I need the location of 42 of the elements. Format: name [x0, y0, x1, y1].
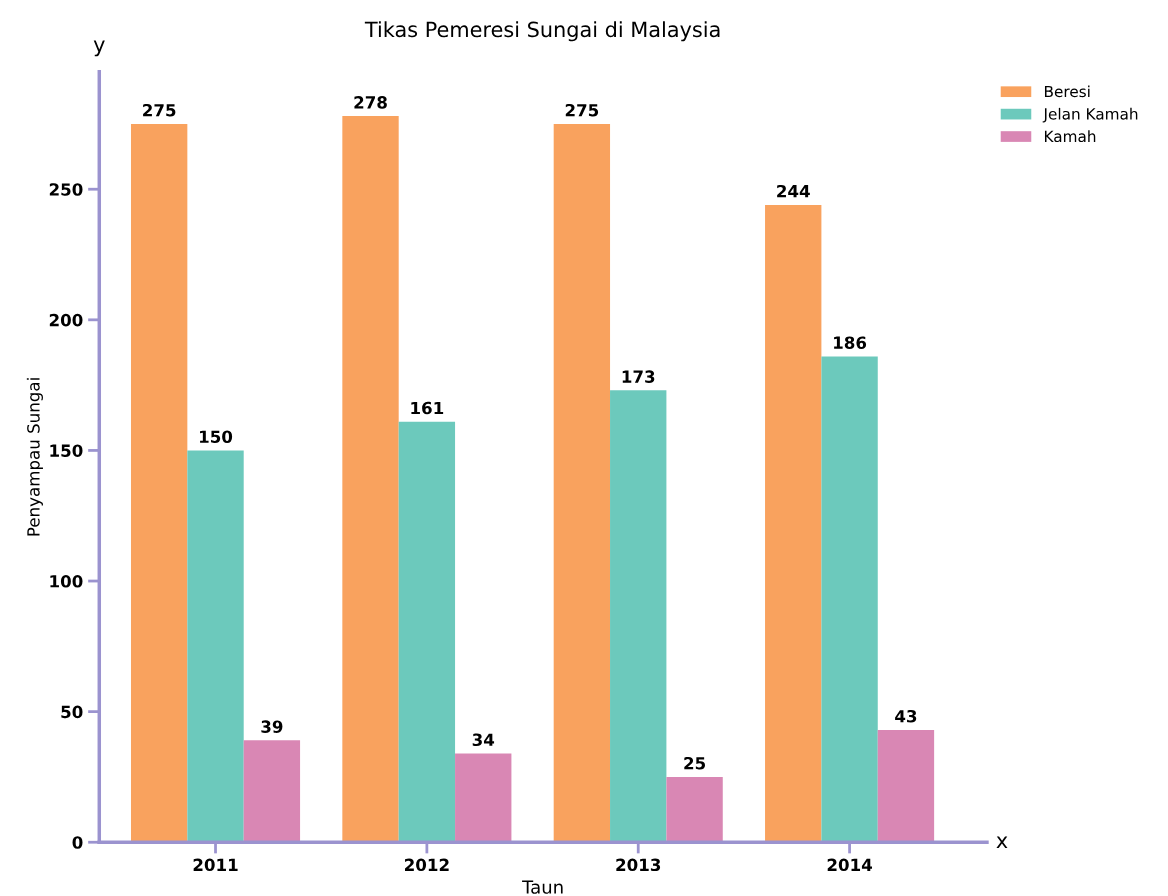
data-label: 161: [411, 401, 444, 415]
y-axis-title: Penyampau Sungai: [26, 378, 43, 536]
x-tick-label: 2013: [616, 858, 661, 872]
text: y: [93, 40, 105, 57]
bar: [455, 753, 512, 843]
x-axis-title: Taun: [522, 880, 563, 894]
bar: [553, 123, 611, 843]
y-tick-label: 150: [50, 444, 83, 457]
data-label: 34: [472, 733, 495, 747]
x-tick-label: 2014: [827, 858, 873, 872]
x-tick-label: 2012: [405, 858, 449, 872]
data-label: 25: [684, 756, 706, 770]
y-tick-label: 0: [72, 836, 83, 849]
bar: [765, 204, 822, 843]
data-label: 150: [200, 430, 233, 444]
text: x: [996, 836, 1008, 848]
bar: [877, 729, 935, 843]
bar: [130, 123, 188, 843]
data-label: 39: [261, 720, 283, 733]
data-label: 275: [565, 103, 599, 117]
bar: [398, 421, 456, 843]
x-tick-label: 2011: [193, 858, 238, 872]
legend-label: Kamah: [1044, 130, 1096, 143]
bar: [610, 390, 667, 843]
data-label: 278: [354, 96, 387, 109]
data-label: 275: [143, 103, 176, 117]
bar: [243, 740, 301, 843]
data-label: 186: [834, 336, 867, 349]
bar: [666, 776, 723, 843]
bar: [187, 450, 244, 843]
y-tick-label: 200: [49, 313, 83, 327]
y-tick-label: 50: [61, 705, 83, 719]
data-label: 43: [895, 709, 917, 723]
bar: [342, 116, 399, 843]
legend-label: Beresi: [1044, 85, 1090, 98]
bar: [821, 356, 878, 843]
chart-title: Tikas Pemeresi Sungai di Malaysia: [364, 21, 720, 42]
legend-label: Jelan Kamah: [1042, 107, 1138, 123]
data-label: 173: [622, 370, 655, 383]
data-label: 244: [777, 184, 810, 198]
y-tick-label: 100: [50, 575, 83, 588]
y-tick-label: 250: [49, 183, 83, 196]
